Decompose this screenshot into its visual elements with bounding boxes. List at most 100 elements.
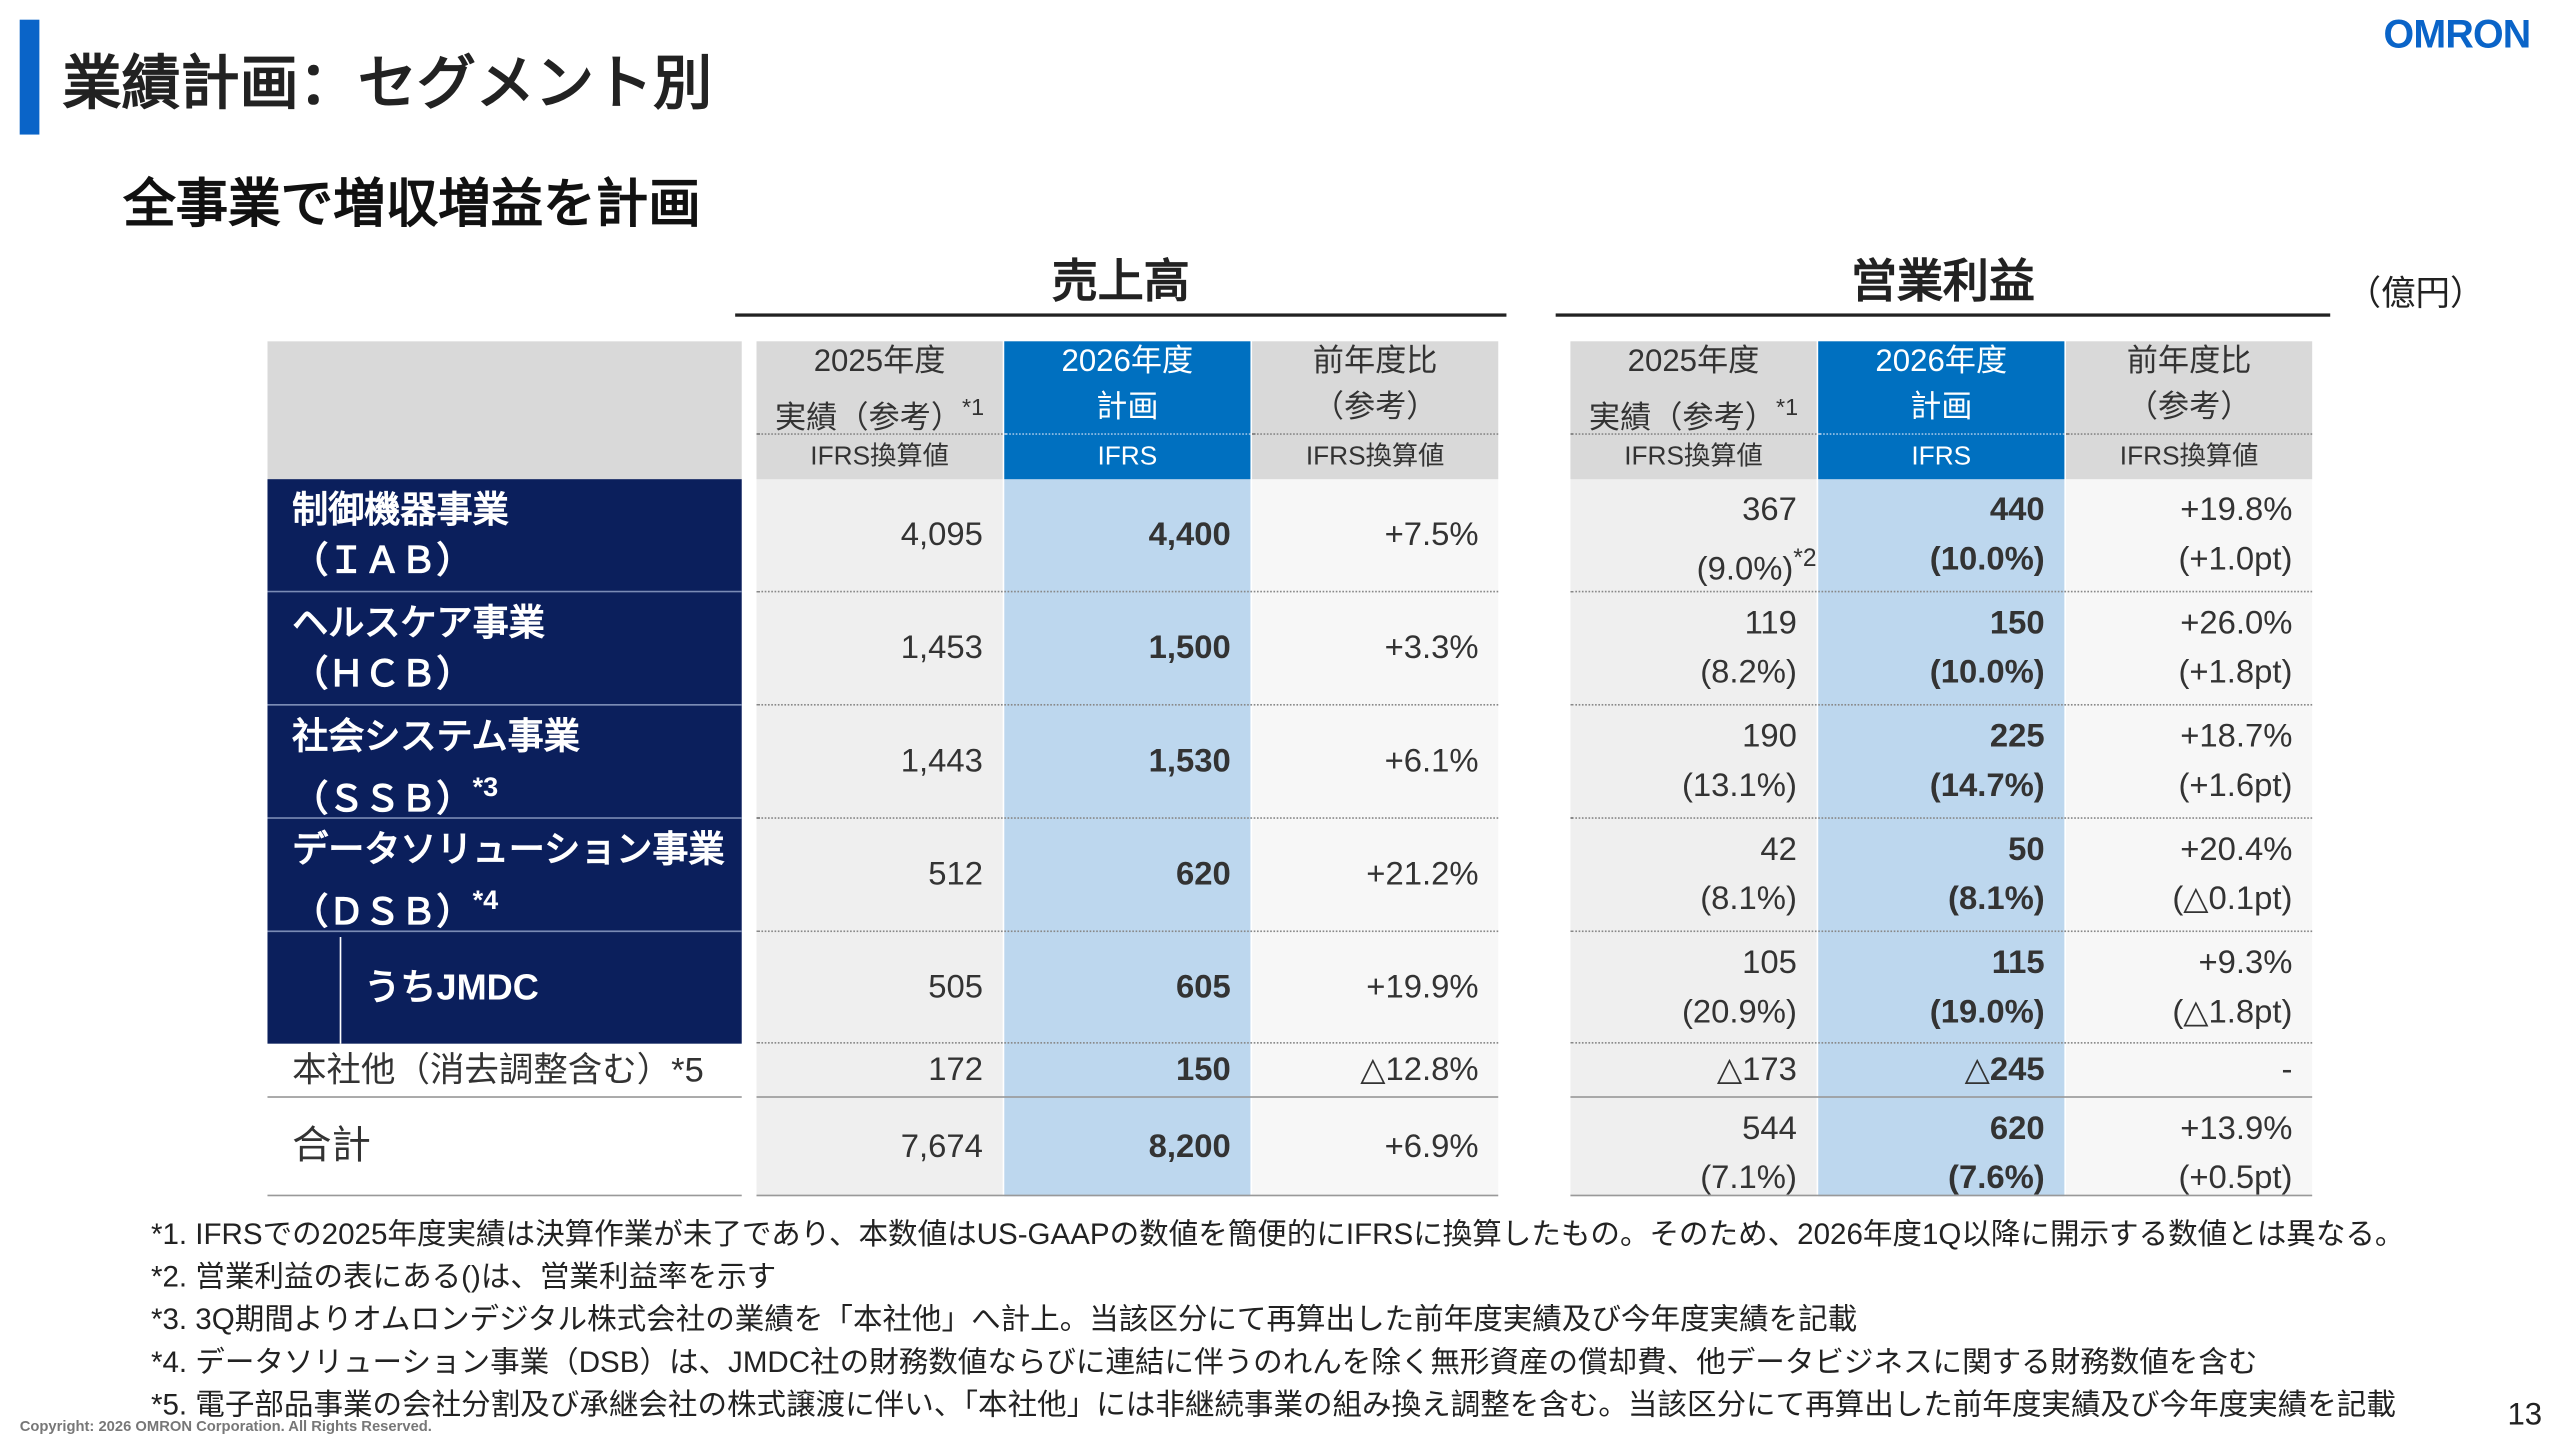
row-code-text: （ＤＳＢ） (292, 891, 473, 933)
cell-value: 505 (928, 969, 983, 1006)
cell-margin-text: (8.2%) (1700, 654, 1797, 691)
table-bottom (267, 1194, 742, 1197)
section-rule (1555, 313, 2331, 317)
label-separator (267, 930, 742, 933)
cell-margin-text: (10.0%) (1929, 541, 2045, 578)
cell-margin: (7.1%) (1570, 1154, 1797, 1203)
cell-value: △245 (1964, 1051, 2045, 1088)
note-mark: *4 (472, 886, 499, 916)
label-cell (267, 818, 742, 933)
column-header (756, 341, 1003, 480)
cell-value: 512 (928, 856, 983, 893)
cell-margin: (8.2%) (1570, 648, 1797, 697)
header-kind-text: 実績（参考） (774, 401, 963, 437)
cell-margin-text: (9.0%) (1696, 551, 1794, 588)
header-kind: 計画 (1004, 387, 1250, 430)
footnote: *5. 電子部品事業の会社分割及び承継会社の株式譲渡に伴い、「本社他」には非継続… (150, 1388, 2396, 1422)
row-separator (756, 1042, 1499, 1044)
table-bottom (1570, 1194, 2313, 1197)
header-kind-text: （参考） (2126, 390, 2252, 426)
header-basis: IFRS換算値 (2119, 443, 2259, 471)
header-divider (756, 433, 1003, 435)
cell-value: 7,674 (900, 1129, 983, 1166)
row-label: うちJMDC (364, 966, 539, 1008)
cell-value: +6.9% (1384, 1129, 1479, 1166)
column-body (1252, 341, 1499, 1197)
cell-value: 367 (1742, 492, 1797, 529)
header-year: 2025年度 (1627, 344, 1760, 380)
label-separator (267, 703, 742, 706)
cell-value: 50 (2008, 831, 2045, 869)
cell-value: +6.1% (1384, 743, 1479, 780)
cell-value: +3.3% (1384, 630, 1479, 667)
label-cell (267, 592, 742, 706)
copyright: Copyright: 2026 OMRON Corporation. All R… (19, 1417, 432, 1435)
header-year: 2026年度 (1875, 344, 2008, 380)
cell-margin-text: (14.7%) (1929, 767, 2045, 805)
header-basis: IFRS換算値 (1305, 443, 1445, 471)
row-code: （ＩＡＢ） (292, 535, 473, 588)
cell-value: +9.3% (2198, 945, 2293, 982)
cell-value: △173 (1716, 1051, 1797, 1088)
cell-value: 190 (1742, 718, 1797, 755)
cell-margin-text: (△1.8pt) (2172, 994, 2293, 1031)
header-year: 2026年度 (1061, 344, 1194, 380)
cell-margin-text: (+1.0pt) (2178, 541, 2293, 578)
row-separator (1570, 590, 2313, 593)
cell-value: 605 (1175, 969, 1231, 1006)
cell-margin: (△1.8pt) (2066, 988, 2292, 1037)
row-separator (1570, 1096, 2313, 1098)
header-kind-text: 計画 (1910, 390, 1973, 426)
title-bar (19, 19, 40, 135)
cell-margin-text: (10.0%) (1929, 654, 2045, 691)
footnote: *2. 営業利益の表にある()は、営業利益率を示す (150, 1260, 777, 1294)
note-mark: *1 (1775, 395, 1799, 422)
unit-label: （億円） (2346, 275, 2485, 314)
cell-margin: (8.1%) (1818, 875, 2045, 924)
row-separator (756, 817, 1499, 819)
row-label: ヘルスケア事業 (292, 602, 545, 644)
cell-value: +20.4% (2180, 831, 2293, 869)
header-divider (1818, 433, 2065, 435)
cell-value: 4,400 (1148, 516, 1231, 554)
column-header (2066, 341, 2313, 480)
cell-margin-text: (20.9%) (1681, 994, 1797, 1031)
section-title: 売上高 (1051, 255, 1190, 307)
cell-value: 172 (928, 1051, 983, 1088)
header-year: 前年度比 (1312, 344, 1438, 380)
note-mark: *1 (962, 395, 985, 422)
header-divider (1252, 433, 1499, 435)
header-basis: IFRS換算値 (1624, 443, 1763, 471)
cell-margin: (+1.0pt) (2066, 535, 2292, 584)
row-code-text: （ＩＡＢ） (292, 539, 473, 581)
cell-value: +21.2% (1366, 856, 1479, 893)
label-cell (267, 932, 742, 1044)
cell-margin-text: (8.1%) (1948, 881, 2045, 918)
column-body (1004, 341, 1251, 1197)
cell-margin: (10.0%) (1818, 535, 2045, 584)
cell-margin: (+1.6pt) (2066, 761, 2292, 810)
cell-margin-text: (+0.5pt) (2178, 1160, 2293, 1197)
cell-value: △12.8% (1360, 1051, 1479, 1088)
cell-value: - (2281, 1051, 2293, 1088)
cell-value: 115 (1991, 945, 2045, 982)
cell-value: 1,453 (900, 630, 983, 667)
header-kind: 実績（参考）*1 (757, 387, 1003, 441)
cell-value: +19.8% (2180, 492, 2293, 529)
row-separator (756, 703, 1499, 706)
column-header (1252, 341, 1499, 480)
cell-value: 440 (1989, 492, 2045, 529)
row-separator (756, 590, 1499, 593)
cell-margin-text: (13.1%) (1681, 767, 1797, 805)
cell-value: 1,530 (1148, 743, 1231, 780)
cell-margin: (8.1%) (1570, 875, 1797, 924)
row-separator (267, 1096, 742, 1098)
subtitle: 全事業で増収増益を計画 (123, 173, 701, 234)
page-number: 13 (2507, 1398, 2543, 1433)
label-cell (267, 705, 742, 819)
cell-value: 1,443 (900, 743, 983, 780)
cell-value: 150 (1989, 605, 2045, 642)
label-separator (267, 817, 742, 819)
section-title: 営業利益 (1851, 255, 2035, 307)
